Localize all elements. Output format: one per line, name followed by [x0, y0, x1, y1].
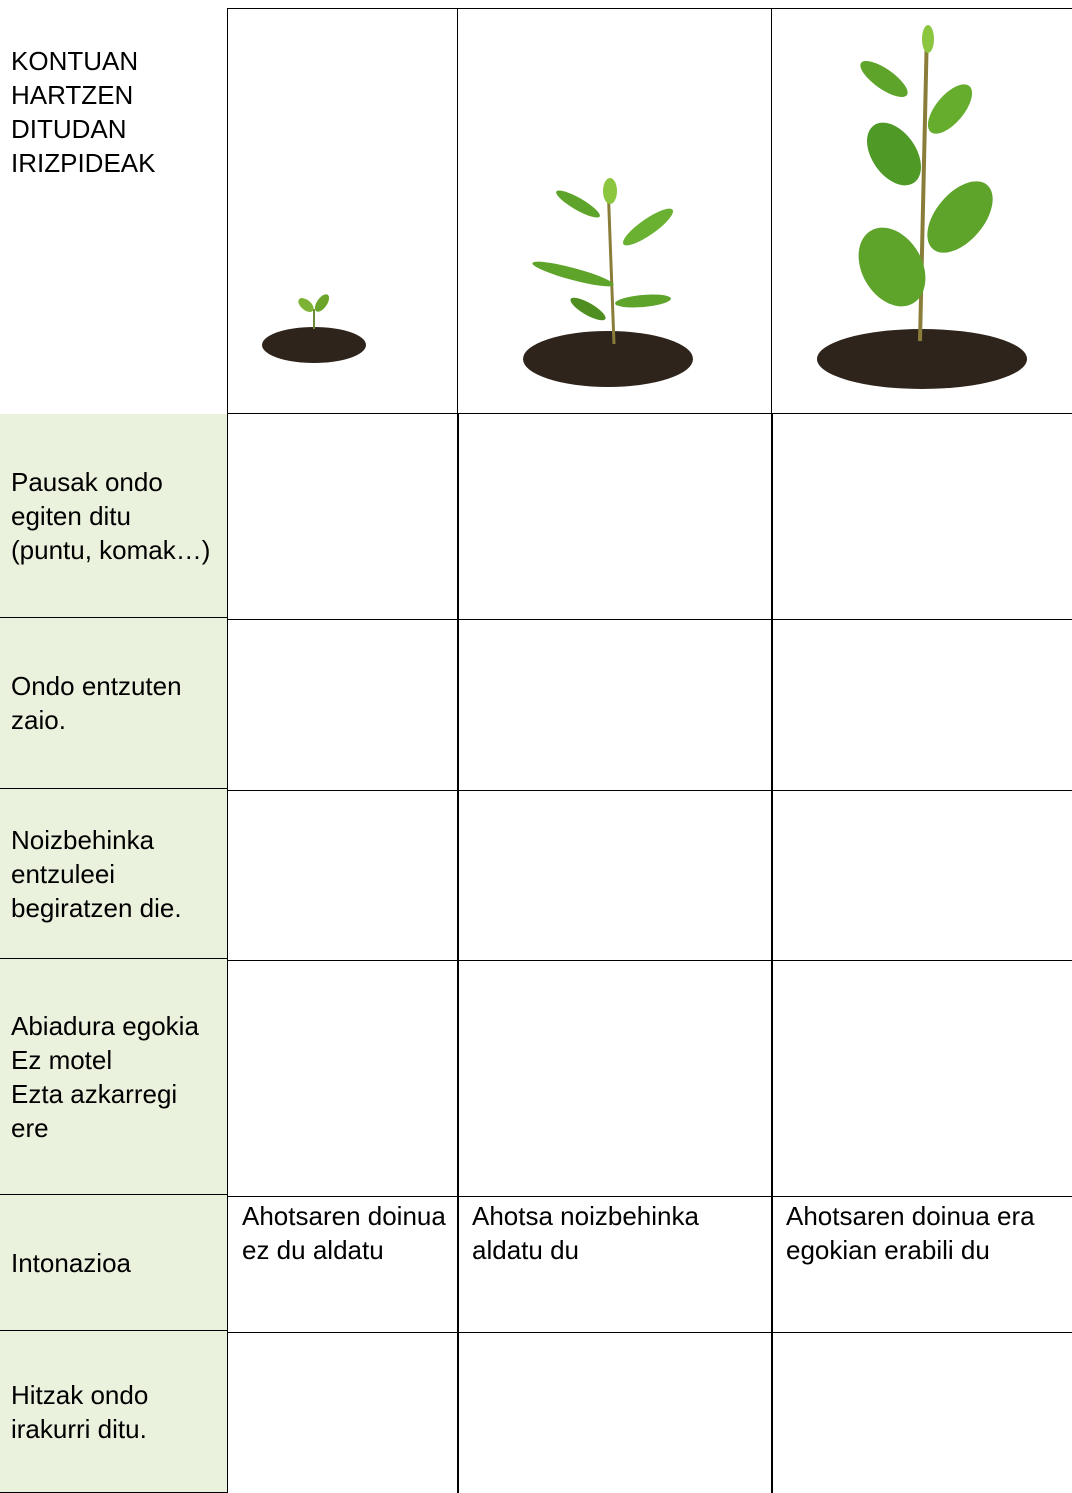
- criterion: Intonazioa: [0, 1195, 227, 1331]
- plant-medium: [523, 178, 693, 387]
- empty-cell: [771, 414, 1072, 620]
- plant-large: [817, 25, 1027, 389]
- empty-cell: [457, 789, 773, 961]
- empty-cell: [771, 1331, 1072, 1493]
- empty-cell: [771, 789, 1072, 961]
- empty-cell: [457, 1331, 773, 1493]
- empty-cell: [457, 414, 773, 620]
- criterion: Abiadura egokia Ez motel Ezta azkarregi …: [0, 959, 227, 1195]
- empty-cell: [227, 414, 459, 620]
- empty-cell: [771, 618, 1072, 791]
- criterion: Hitzak ondo irakurri ditu.: [0, 1331, 227, 1493]
- empty-cell: [227, 959, 459, 1197]
- empty-cell: [457, 959, 773, 1197]
- plant-small: [262, 294, 366, 363]
- empty-cell: [227, 1331, 459, 1493]
- criterion: Pausak ondo egiten ditu (puntu, komak…): [0, 414, 227, 618]
- descriptor: Ahotsaren doinua ez du aldatu: [227, 1195, 459, 1333]
- plant-image-medium: [457, 8, 771, 414]
- criterion: Noizbehinka entzuleei begiratzen die.: [0, 789, 227, 959]
- criterion: Ondo entzuten zaio.: [0, 618, 227, 789]
- descriptor: Ahotsa noizbehinka aldatu du: [457, 1195, 773, 1333]
- plant-image-small: [227, 8, 457, 414]
- empty-cell: [227, 789, 459, 961]
- empty-cell: [771, 959, 1072, 1197]
- header-title: KONTUAN HARTZEN DITUDAN IRIZPIDEAK: [11, 46, 156, 178]
- empty-cell: [227, 618, 459, 791]
- empty-cell: [457, 618, 773, 791]
- plant-image-large: [771, 8, 1072, 414]
- descriptor: Ahotsaren doinua era egokian erabili du: [771, 1195, 1072, 1333]
